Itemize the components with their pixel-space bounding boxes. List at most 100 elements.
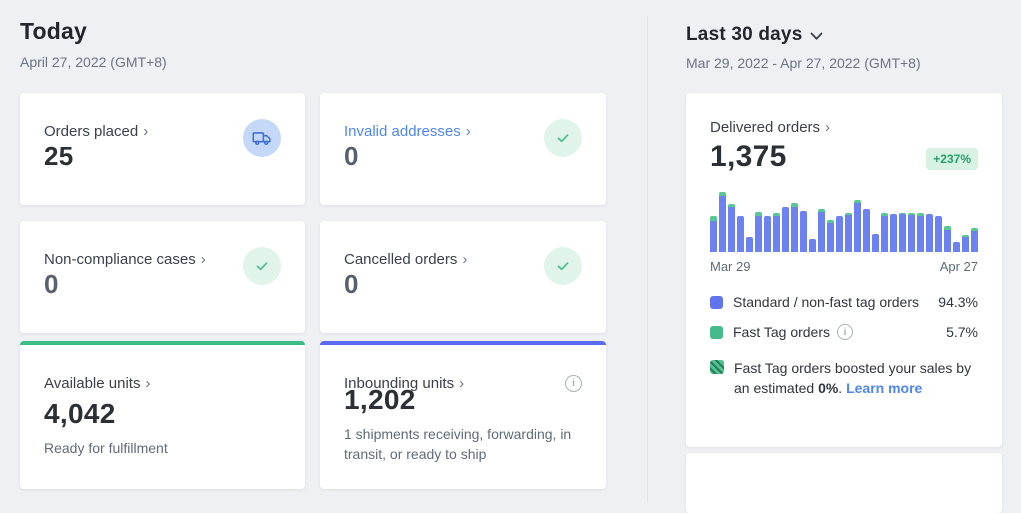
orders-placed-label: Orders placed <box>44 123 139 140</box>
chart-bar[interactable] <box>926 214 933 252</box>
chart-bar[interactable] <box>791 203 798 252</box>
chart-bar[interactable] <box>881 213 888 252</box>
chart-bar[interactable] <box>809 238 816 252</box>
invalid-addresses-link[interactable]: Invalid addresses › <box>344 123 471 140</box>
legend-row-fasttag: Fast Tag orders i 5.7% <box>710 324 978 340</box>
legend-row-standard: Standard / non-fast tag orders 94.3% <box>710 294 978 310</box>
fasttag-legend-value: 5.7% <box>946 324 978 340</box>
inbounding-units-label: Inbounding units <box>344 375 455 392</box>
standard-legend-label: Standard / non-fast tag orders <box>733 294 919 310</box>
info-icon[interactable]: i <box>565 375 582 392</box>
chevron-right-icon: › <box>143 123 149 140</box>
info-icon[interactable]: i <box>837 324 854 340</box>
available-units-label: Available units <box>44 375 141 392</box>
chart-bar[interactable] <box>719 192 726 252</box>
chart-bar[interactable] <box>737 215 744 252</box>
chart-bar[interactable] <box>953 241 960 252</box>
inbounding-units-value: 1,202 <box>344 384 416 415</box>
chart-legend: Standard / non-fast tag orders 94.3% Fas… <box>710 294 978 340</box>
chevron-down-icon <box>810 32 823 41</box>
orders-placed-card: Orders placed › 25 <box>20 93 305 205</box>
cancelled-orders-label: Cancelled orders <box>344 251 458 268</box>
chart-bar[interactable] <box>773 213 780 252</box>
chevron-right-icon: › <box>459 375 465 392</box>
cancelled-orders-value: 0 <box>344 269 359 299</box>
fasttag-legend-swatch <box>710 325 723 339</box>
chart-bar[interactable] <box>836 216 843 252</box>
chart-bar[interactable] <box>782 207 789 252</box>
chevron-right-icon: › <box>465 123 471 140</box>
available-units-card: Available units › 4,042 Ready for fulfill… <box>20 341 305 489</box>
non-compliance-card: Non-compliance cases › 0 <box>20 221 305 333</box>
standard-legend-swatch <box>710 295 723 309</box>
chevron-right-icon: › <box>200 251 206 268</box>
available-units-subtext: Ready for fulfillment <box>44 440 168 456</box>
inbounding-units-card: Inbounding units › i 1,202 1 shipments re… <box>320 341 606 489</box>
delivered-orders-card: Delivered orders › 1,375 +237% Mar 29 Apr… <box>686 93 1002 447</box>
today-title: Today <box>20 18 88 44</box>
last30-title: Last 30 days <box>686 24 803 45</box>
invalid-addresses-card: Invalid addresses › 0 <box>320 93 606 205</box>
chart-bar[interactable] <box>728 203 735 252</box>
invalid-addresses-value: 0 <box>344 141 359 171</box>
delivered-orders-value: 1,375 <box>710 140 787 173</box>
chevron-right-icon: › <box>825 119 831 136</box>
last30-subtitle: Mar 29, 2022 - Apr 27, 2022 (GMT+8) <box>686 55 921 71</box>
chart-bar[interactable] <box>827 220 834 252</box>
cancelled-orders-card: Cancelled orders › 0 <box>320 221 606 333</box>
chevron-right-icon: › <box>145 375 151 392</box>
non-compliance-label: Non-compliance cases <box>44 251 196 268</box>
inbounding-units-subtext: 1 shipments receiving, forwarding, in tr… <box>344 426 572 463</box>
note-text-before: Fast Tag orders boosted your sales by an… <box>734 360 972 397</box>
chart-bar[interactable] <box>908 212 915 252</box>
chart-bar[interactable] <box>944 226 951 252</box>
non-compliance-value: 0 <box>44 269 59 299</box>
today-subtitle: April 27, 2022 (GMT+8) <box>20 54 167 70</box>
fasttag-legend-label: Fast Tag orders <box>733 324 831 340</box>
chart-bar[interactable] <box>863 208 870 252</box>
fasttag-boost-note: Fast Tag orders boosted your sales by an… <box>710 358 978 399</box>
chart-bar[interactable] <box>917 213 924 252</box>
invalid-addresses-label: Invalid addresses <box>344 123 461 140</box>
check-icon <box>243 247 281 285</box>
check-icon <box>544 247 582 285</box>
chart-bar[interactable] <box>935 216 942 252</box>
note-bold-value: 0% <box>818 380 839 397</box>
inbounding-units-link[interactable]: Inbounding units › <box>344 375 464 392</box>
chart-bar[interactable] <box>845 212 852 252</box>
chart-bar[interactable] <box>962 234 969 252</box>
standard-legend-value: 94.3% <box>938 294 978 310</box>
last30-range-dropdown[interactable]: Last 30 days <box>686 24 921 46</box>
chart-bar[interactable] <box>764 215 771 252</box>
available-units-value: 4,042 <box>44 398 116 429</box>
check-icon <box>544 119 582 157</box>
bar-chart[interactable] <box>710 190 978 252</box>
chart-bar[interactable] <box>890 214 897 252</box>
change-badge: +237% <box>926 148 978 170</box>
chart-bar[interactable] <box>854 200 861 252</box>
chart-bar[interactable] <box>755 212 762 252</box>
today-header: Today April 27, 2022 (GMT+8) <box>20 18 167 70</box>
available-units-link[interactable]: Available units › <box>44 375 150 392</box>
chart-bar[interactable] <box>872 234 879 252</box>
delivered-orders-label: Delivered orders <box>710 119 821 136</box>
chart-bar[interactable] <box>800 210 807 252</box>
chevron-right-icon: › <box>462 251 468 268</box>
cancelled-orders-link[interactable]: Cancelled orders › <box>344 251 467 268</box>
orders-placed-link[interactable]: Orders placed › <box>44 123 148 140</box>
next-panel-card <box>686 453 1002 513</box>
chart-bar[interactable] <box>899 213 906 252</box>
note-text-after: . <box>838 380 843 397</box>
chart-bar[interactable] <box>746 237 753 252</box>
learn-more-link[interactable]: Learn more <box>846 380 923 397</box>
chart-bar[interactable] <box>971 227 978 252</box>
x-axis-end-label: Apr 27 <box>939 259 978 274</box>
delivered-orders-link[interactable]: Delivered orders › <box>710 119 830 136</box>
x-axis-start-label: Mar 29 <box>710 259 751 274</box>
non-compliance-link[interactable]: Non-compliance cases › <box>44 251 206 268</box>
chart-bar[interactable] <box>710 216 717 252</box>
section-divider <box>647 16 648 502</box>
truck-icon <box>243 119 281 157</box>
chart-bar[interactable] <box>818 209 825 252</box>
orders-placed-value: 25 <box>44 141 74 171</box>
